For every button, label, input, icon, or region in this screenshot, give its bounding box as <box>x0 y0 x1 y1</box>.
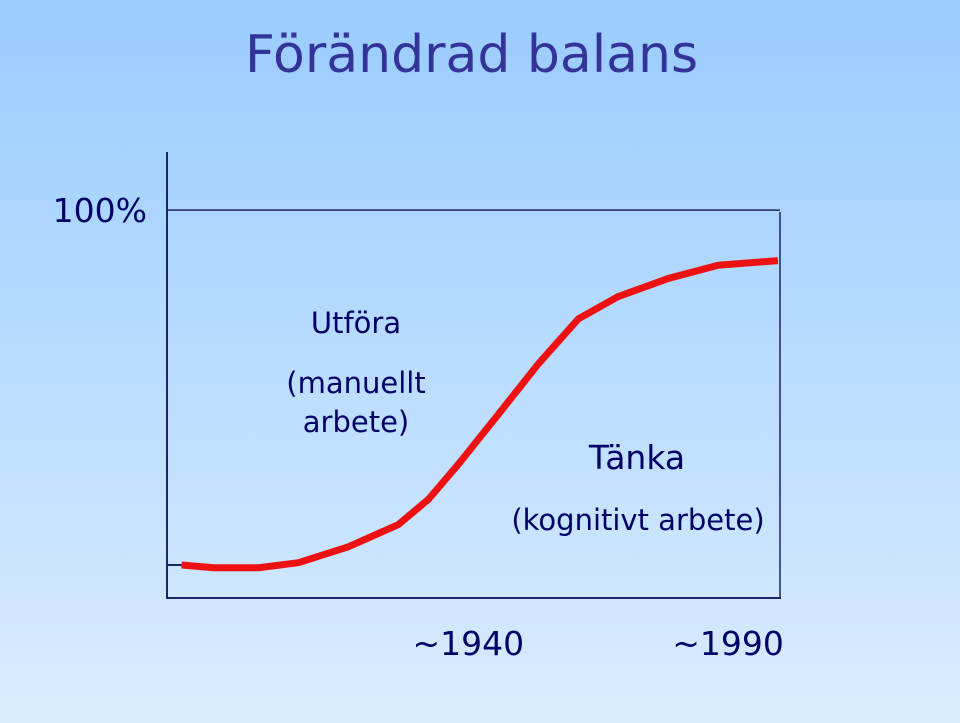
chart-title: Förändrad balans <box>245 25 698 85</box>
annotation: (kognitivt arbete) <box>511 503 764 537</box>
annotation: Utföra <box>311 306 401 340</box>
annotation: arbete) <box>303 405 409 439</box>
x-tick-label: ~1990 <box>672 624 784 663</box>
annotation: Tänka <box>588 438 685 477</box>
y-tick-label: 100% <box>53 191 147 230</box>
x-tick-label: ~1940 <box>412 624 524 663</box>
annotation: (manuellt <box>286 366 425 400</box>
data-line <box>181 257 779 572</box>
